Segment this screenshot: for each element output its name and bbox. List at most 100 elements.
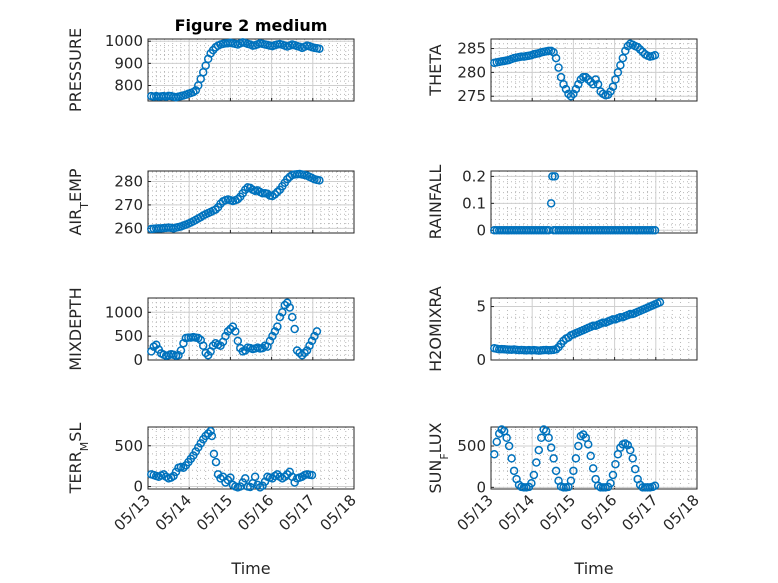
data-point: [211, 457, 221, 467]
y-tick-label: 0: [133, 351, 143, 369]
data-point: [544, 433, 553, 442]
data-point: [179, 463, 188, 473]
data-point: [174, 350, 183, 360]
data-point: [546, 443, 556, 452]
data-point: [598, 318, 608, 327]
data-point: [278, 308, 287, 317]
data-point: [207, 431, 217, 441]
data-point: [650, 226, 660, 235]
data-point: [569, 466, 578, 476]
data-point: [268, 331, 277, 341]
x-tick-label: 05/17: [275, 491, 318, 534]
data-point: [529, 470, 539, 480]
data-point: [159, 470, 168, 479]
data-point: [559, 483, 568, 492]
data-point: [221, 331, 230, 341]
data-point: [546, 199, 556, 208]
data-point: [201, 348, 210, 358]
y-tick-label: 1000: [105, 32, 143, 50]
data-point: [310, 331, 319, 341]
data-point: [650, 481, 660, 490]
data-point: [561, 84, 571, 94]
data-point: [549, 454, 558, 463]
data-point: [492, 437, 502, 447]
subplot-bottom-left: 0 500 TERRMSL 05/1305/1405/1505/1605/1705/1…: [66, 423, 360, 535]
subplot-grid: 800 900 1000 PRESSURE 275 280 285 THETA 260 270 28…: [66, 28, 703, 534]
y-tick-label: 270: [114, 196, 143, 214]
data-point: [648, 226, 657, 235]
axes-frame: [147, 38, 355, 102]
y-tick-label: 1000: [105, 303, 143, 321]
data-point: [548, 172, 557, 181]
data-point: [534, 445, 544, 455]
data-point: [226, 324, 235, 334]
data-point: [571, 454, 581, 463]
data-point: [233, 194, 243, 204]
data-point: [147, 347, 156, 356]
data-point: [574, 80, 583, 89]
y-tick-label: 285: [457, 40, 486, 58]
data-point: [586, 451, 595, 461]
data-point: [191, 86, 201, 95]
subplot-row2-left: 260 270 280 AIRTEMP: [66, 168, 355, 237]
data-point: [559, 80, 568, 89]
data-point: [509, 466, 519, 476]
y-tick-label: 0: [476, 221, 486, 239]
data-point: [502, 433, 511, 442]
y-axis-label-3: RAINFALL: [426, 165, 445, 240]
data-point: [198, 341, 208, 350]
x-tick-label: 05/16: [577, 491, 620, 534]
x-tick-label: 05/15: [193, 491, 236, 534]
data-point: [621, 46, 630, 56]
data-point: [554, 63, 563, 72]
data-point: [611, 75, 620, 84]
y-axis-label-6: TERRMSL: [66, 423, 91, 495]
data-point: [628, 454, 637, 463]
y-tick-label: 280: [114, 173, 143, 191]
data-point: [283, 298, 292, 308]
data-point: [305, 341, 314, 350]
axes-frame: [490, 297, 698, 361]
data-point: [623, 440, 633, 450]
data-point: [504, 441, 514, 451]
y-axis-label-5: H2OMIXRA: [426, 286, 445, 372]
data-point: [591, 75, 600, 84]
axes-box: [490, 170, 698, 234]
x-tick-label: 05/14: [495, 491, 538, 534]
axes-box: [147, 297, 355, 361]
subplot-row3-left: 0 500 1000 MIXDEPTH: [66, 287, 355, 371]
data-point: [270, 327, 280, 336]
axes-frame: [147, 170, 355, 234]
data-point: [283, 470, 292, 479]
x-tick-label: 05/17: [618, 491, 661, 534]
axes-frame: [490, 426, 698, 490]
data-point: [586, 77, 595, 87]
data-point: [616, 60, 625, 70]
figure-title: Figure 2 medium: [175, 16, 328, 35]
x-tick-label: 05/13: [111, 491, 154, 534]
data-point: [507, 454, 516, 463]
subplot-top-left: 800 900 1000 PRESSURE: [66, 28, 355, 112]
data-point: [285, 467, 294, 477]
data-point: [514, 480, 524, 490]
x-axis-label-left: Time: [230, 559, 270, 578]
data-point: [650, 50, 660, 60]
data-point: [312, 327, 322, 336]
data-point: [574, 441, 583, 451]
data-point: [221, 478, 230, 487]
data-point: [569, 89, 578, 99]
data-point: [544, 46, 553, 56]
data-point: [490, 450, 499, 459]
y-tick-label: 500: [114, 327, 143, 345]
x-axis-label-right: Time: [573, 559, 613, 578]
data-point: [588, 464, 598, 473]
subplot-row3-right: 0 5 H2OMIXRA: [426, 286, 698, 372]
y-tick-label: 0.1: [462, 194, 486, 212]
data-point: [253, 480, 262, 490]
data-point: [539, 226, 548, 235]
data-point: [273, 470, 282, 479]
y-tick-label: 275: [457, 87, 486, 105]
data-point: [151, 340, 161, 349]
data-point: [315, 176, 324, 185]
data-point: [258, 188, 267, 198]
